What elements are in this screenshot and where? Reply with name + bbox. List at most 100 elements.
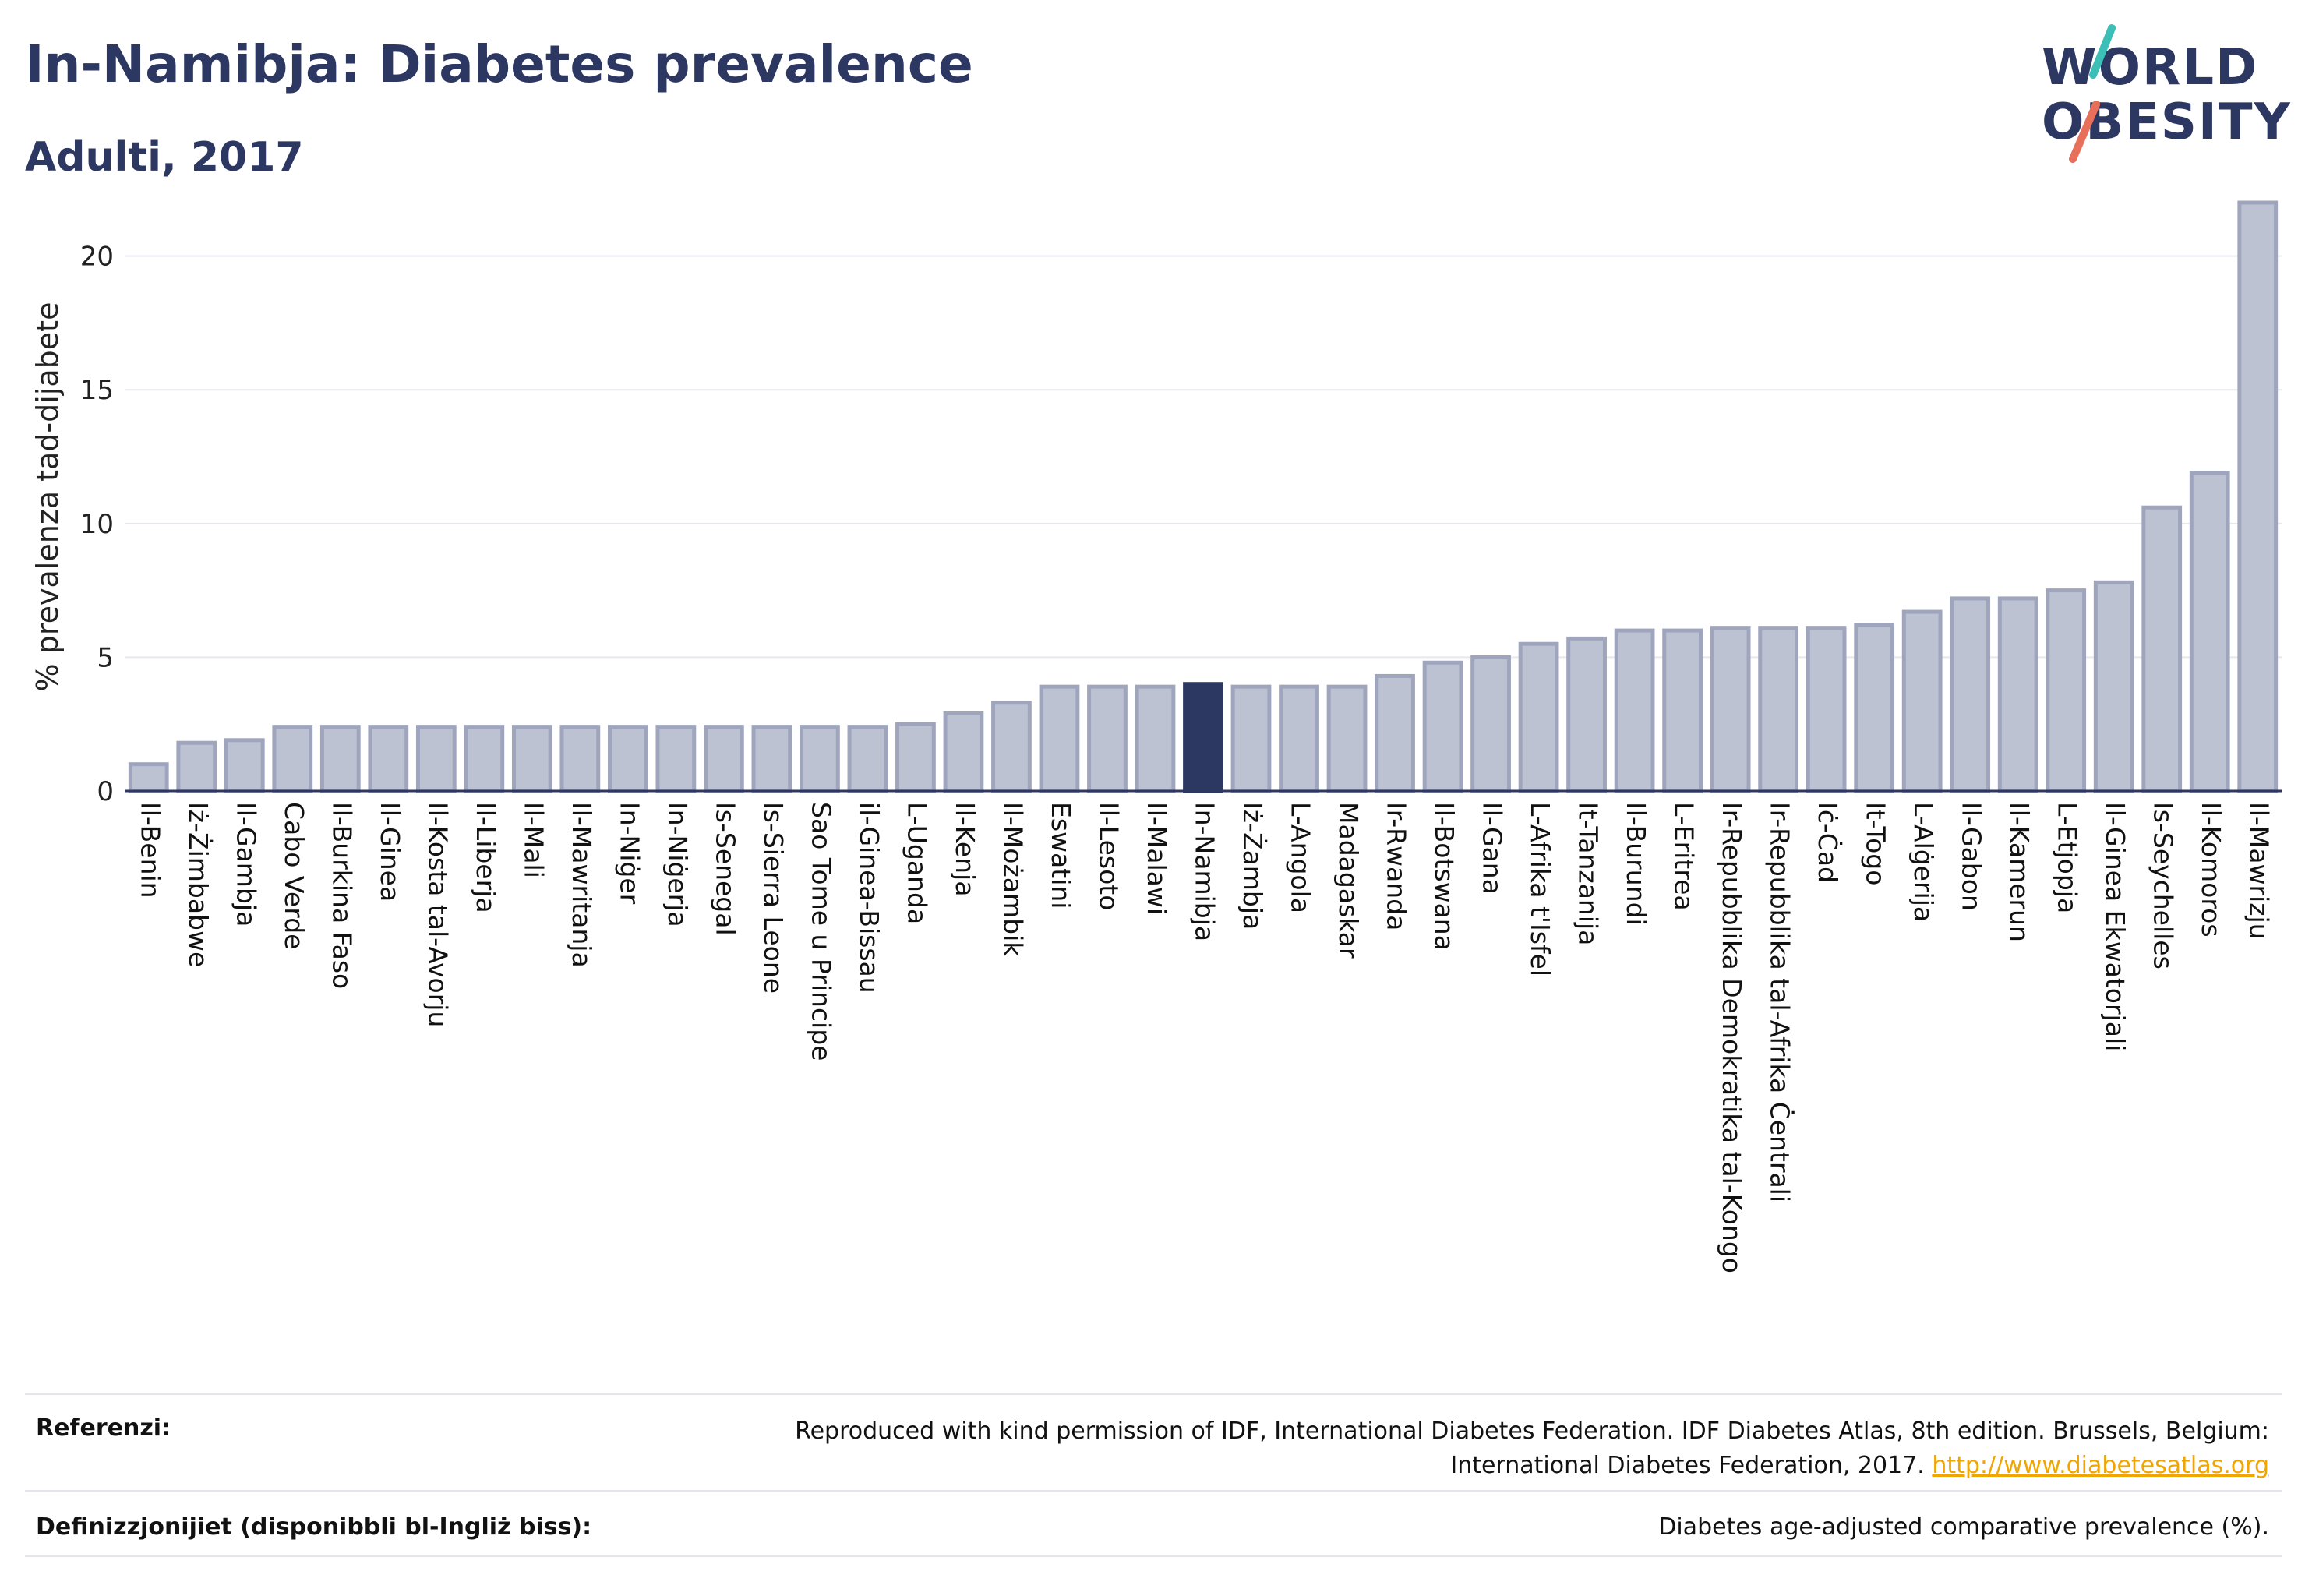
x-tick-label: Il-Ginea bbox=[375, 802, 405, 902]
x-tick-label: Il-Burundi bbox=[1621, 802, 1651, 926]
chart-subtitle: Adulti, 2017 bbox=[25, 134, 304, 181]
bar bbox=[1854, 623, 1895, 793]
bar bbox=[2141, 505, 2183, 793]
x-tick-label: Iċ-Ċad bbox=[1813, 802, 1844, 883]
x-tick-label: Il-Komoros bbox=[2196, 802, 2226, 937]
x-tick-label: il-Ginea-Bissau bbox=[854, 802, 884, 994]
bar bbox=[895, 722, 936, 793]
bar bbox=[1901, 609, 1943, 793]
x-tick-label: Iż-Żimbabwe bbox=[183, 802, 214, 967]
references-body: Reproduced with kind permission of IDF, … bbox=[795, 1418, 2269, 1479]
bar bbox=[176, 740, 217, 793]
x-tick-label: Il-Gabon bbox=[1957, 802, 1987, 911]
x-tick-label: Iż-Żambja bbox=[1237, 802, 1268, 930]
bar bbox=[1806, 626, 1847, 793]
x-tick-label: Il-Mawritanja bbox=[567, 802, 597, 968]
references-label: Referenzi: bbox=[36, 1414, 171, 1442]
x-tick-label: Ir-Repubblika tal-Afrika Ċentrali bbox=[1765, 802, 1796, 1202]
x-tick-label: Is-Sierra Leone bbox=[758, 802, 789, 994]
bar bbox=[2093, 580, 2134, 793]
x-tick-label: Il-Kenja bbox=[950, 802, 980, 896]
bar bbox=[2046, 588, 2087, 793]
x-tick-label: Eswatini bbox=[1046, 802, 1076, 909]
bar bbox=[1422, 660, 1463, 793]
x-tick-label: L-Etjopja bbox=[2053, 802, 2083, 913]
bar bbox=[2237, 200, 2279, 793]
bar bbox=[800, 725, 840, 793]
x-tick-label: L-Alġerija bbox=[1908, 802, 1939, 922]
x-tick-label: In-Niġerja bbox=[662, 802, 693, 927]
x-tick-label: Il-Gambja bbox=[231, 802, 261, 927]
bar bbox=[607, 725, 648, 793]
logo-slash-icon bbox=[2069, 24, 2116, 163]
bar bbox=[1566, 636, 1607, 793]
x-tick-label: Il-Malawi bbox=[1142, 802, 1172, 915]
x-tick-label: L-Eritrea bbox=[1669, 802, 1700, 911]
bar bbox=[1758, 626, 1799, 793]
x-tick-label: L-Afrika t'Isfel bbox=[1525, 802, 1555, 976]
x-tick-label: Il-Mali bbox=[518, 802, 549, 878]
logo-word-world: WORLD bbox=[2042, 39, 2259, 97]
x-tick-label: In-Niġer bbox=[614, 802, 644, 905]
x-tick-label: Il-Burkina Faso bbox=[327, 802, 357, 989]
y-tick-label: 5 bbox=[97, 642, 114, 673]
x-tick-label: Il-Możambik bbox=[997, 802, 1028, 957]
x-tick-label: Madagaskar bbox=[1333, 802, 1364, 959]
x-tick-label: Il-Benin bbox=[135, 802, 165, 899]
bar bbox=[1614, 628, 1655, 793]
bar bbox=[1997, 596, 2038, 793]
x-tick-label: Is-Seychelles bbox=[2148, 802, 2179, 969]
bar bbox=[1039, 684, 1080, 793]
x-tick-label: It-Togo bbox=[1861, 802, 1891, 885]
bar bbox=[1518, 641, 1559, 793]
bar bbox=[751, 725, 792, 793]
bar bbox=[1375, 673, 1415, 793]
x-tick-label: Il-Botswana bbox=[1429, 802, 1460, 951]
references-link[interactable]: http://www.diabetesatlas.org bbox=[1932, 1452, 2269, 1479]
bar bbox=[1230, 684, 1272, 793]
x-tick-label: Ir-Rwanda bbox=[1382, 802, 1412, 930]
x-tick-label: L-Uganda bbox=[902, 802, 932, 924]
x-tick-label: Il-Ginea Ekwatorjali bbox=[2100, 802, 2130, 1051]
x-tick-label: Is-Senegal bbox=[710, 802, 740, 936]
bar bbox=[1710, 626, 1751, 793]
bar bbox=[1950, 596, 1991, 793]
bar bbox=[655, 725, 697, 793]
bar bbox=[128, 762, 169, 793]
bar bbox=[464, 725, 505, 793]
bar bbox=[704, 725, 744, 793]
bar-highlighted bbox=[1183, 682, 1223, 793]
bar bbox=[943, 711, 984, 793]
bar bbox=[319, 725, 361, 793]
bar bbox=[1326, 684, 1368, 793]
x-tick-label: In-Namibja bbox=[1190, 802, 1220, 941]
bar bbox=[2189, 471, 2230, 793]
x-tick-label: Sao Tome u Principe bbox=[806, 802, 836, 1061]
x-tick-label: Il-Lesoto bbox=[1093, 802, 1124, 910]
y-tick-label: 20 bbox=[80, 242, 114, 273]
x-tick-label: Cabo Verde bbox=[279, 802, 309, 949]
y-tick-label: 15 bbox=[80, 375, 114, 406]
bar-chart: 0 5 10 15 20 % prevalenza tad-dijabete Il-Beni… bbox=[30, 200, 2282, 1273]
bar bbox=[991, 701, 1032, 793]
chart-title: In-Namibja: Diabetes prevalence bbox=[25, 34, 973, 94]
bar bbox=[847, 725, 888, 793]
bar bbox=[1279, 684, 1319, 793]
definitions-label: Definizzjonijiet (disponibbli bl-Ingliż … bbox=[36, 1513, 592, 1541]
world-obesity-logo[interactable]: WORLD OBESITY bbox=[2034, 23, 2291, 164]
bar bbox=[1135, 684, 1176, 793]
bar bbox=[272, 725, 313, 793]
x-tick-label: Il-Kosta tal-Avorju bbox=[422, 802, 453, 1027]
x-tick-label: L-Angola bbox=[1286, 802, 1316, 913]
bar bbox=[511, 725, 552, 793]
x-tick-label: Ir-Repubblika Demokratika tal-Kongo bbox=[1717, 802, 1747, 1273]
bar bbox=[368, 725, 409, 793]
footer-divider-middle bbox=[25, 1490, 2282, 1492]
bar bbox=[1662, 628, 1703, 793]
bar bbox=[415, 725, 457, 793]
definitions-text: Diabetes age-adjusted comparative preval… bbox=[1658, 1513, 2269, 1541]
footer-divider-top bbox=[25, 1393, 2282, 1395]
y-tick-label: 10 bbox=[80, 509, 114, 540]
bar bbox=[224, 738, 265, 793]
x-tick-label: Il-Liberja bbox=[471, 802, 501, 913]
